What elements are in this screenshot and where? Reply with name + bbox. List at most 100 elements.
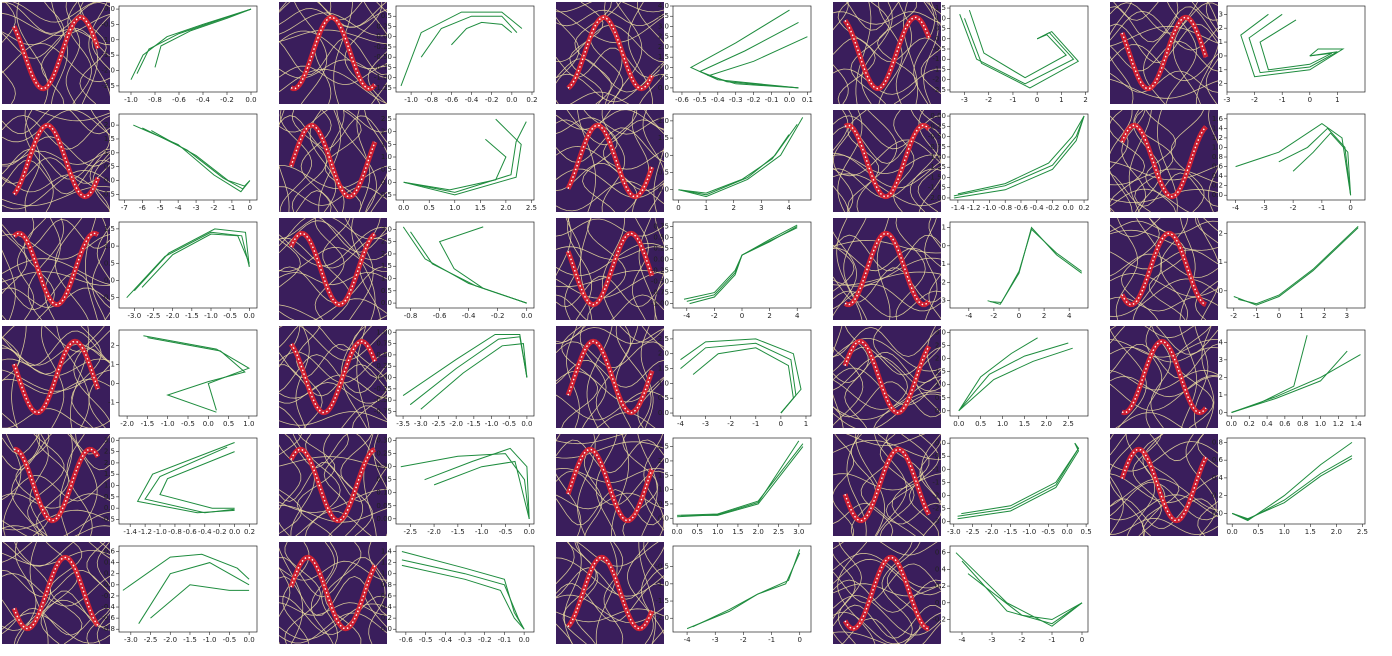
axes-frame — [395, 5, 535, 93]
y-tick-label: 0.00 — [653, 255, 669, 263]
streamline — [2, 12, 110, 36]
x-tick-label: -1.0 — [153, 528, 167, 536]
streamline — [67, 2, 92, 104]
y-tick-label: -1.25 — [374, 84, 392, 92]
demo-curve — [565, 230, 655, 308]
y-tick-label: -1.5 — [932, 478, 946, 486]
y-tick-label: 0.00 — [930, 112, 946, 120]
y-tick-label: 0.6 — [1212, 163, 1224, 171]
streamline — [924, 218, 938, 320]
y-tick-label: 2.0 — [381, 128, 392, 136]
stream-image — [1110, 2, 1218, 104]
streamline — [917, 110, 941, 212]
streamline — [40, 326, 65, 428]
streamline — [833, 434, 855, 536]
y-tick-label: -2.00 — [928, 194, 946, 202]
streamline — [556, 145, 664, 170]
streamline — [1110, 70, 1218, 93]
x-tick-label: 0.5 — [692, 528, 703, 536]
streamline — [2, 434, 110, 471]
streamline — [318, 110, 342, 212]
y-tick-label: 1.5 — [104, 135, 115, 143]
x-tick-label: 0 — [1277, 312, 1281, 320]
x-tick-label: -0.3 — [458, 636, 472, 644]
x-tick-label: -2 — [740, 636, 747, 644]
x-tick-label: -0.6 — [675, 96, 689, 104]
y-tick-label: 2.0 — [104, 121, 115, 129]
streamline — [88, 364, 110, 428]
x-tick-label: 0.5 — [975, 420, 986, 428]
stream-bg — [2, 110, 110, 212]
streamline — [363, 434, 377, 536]
y-tick-label: 1.0 — [1212, 143, 1223, 151]
streamline — [1110, 369, 1218, 391]
axes-frame — [1226, 5, 1366, 93]
axes-frame — [672, 221, 812, 309]
y-tick-label: 0.15 — [376, 476, 392, 484]
y-tick-label: 1.5 — [381, 262, 392, 270]
streamline — [833, 558, 941, 596]
x-tick-label: -1 — [768, 636, 775, 644]
x-tick-label: -0.8 — [148, 96, 162, 104]
axes-frame — [395, 437, 535, 525]
x-tick-label: 0.0 — [244, 312, 255, 320]
trajectory — [1238, 225, 1359, 305]
x-tick-label: -3 — [193, 204, 200, 212]
x-tick-label: 1.5 — [475, 204, 486, 212]
y-tick-label: 1.0 — [104, 482, 115, 490]
streamline — [595, 434, 618, 536]
streamline — [1145, 110, 1177, 212]
x-tick-label: -1.0 — [475, 528, 489, 536]
x-tick-label: -0.5 — [223, 636, 237, 644]
x-tick-label: 2 — [1083, 96, 1087, 104]
streamline — [279, 326, 301, 368]
y-tick-label: 0.0 — [104, 504, 115, 512]
x-tick-label: 1.0 — [243, 420, 254, 428]
x-tick-label: 0.0 — [1062, 528, 1073, 536]
streamline — [279, 110, 312, 212]
streamline — [895, 2, 913, 104]
trajectory — [420, 15, 518, 58]
y-tick-label: -2.5 — [932, 86, 946, 94]
y-tick-label: 1 — [942, 223, 946, 231]
streamline — [627, 2, 653, 104]
trajectory — [424, 447, 530, 519]
y-tick-label: -0.25 — [374, 43, 392, 51]
trajectory — [144, 446, 235, 514]
y-tick-label: -1.5 — [101, 51, 115, 59]
x-tick-label: -1.0 — [204, 312, 218, 320]
trajectory — [138, 562, 250, 624]
axes-frame — [395, 113, 535, 201]
trajectory — [1231, 335, 1308, 413]
y-tick-label: -2.0 — [932, 76, 946, 84]
x-tick-label: -4 — [965, 312, 973, 320]
stream-image — [1110, 218, 1218, 320]
x-tick-label: -2 — [727, 420, 734, 428]
trajectory — [143, 335, 251, 411]
x-tick-label: 0.0 — [524, 528, 535, 536]
streamline — [352, 326, 387, 428]
streamline — [833, 356, 941, 392]
streamline — [1110, 498, 1218, 529]
y-tick-label: 1.0 — [658, 486, 669, 494]
x-tick-label: -3 — [989, 636, 996, 644]
x-tick-label: -2.0 — [166, 312, 180, 320]
x-tick-label: 2.5 — [1357, 528, 1368, 536]
trajectory — [1259, 19, 1333, 71]
y-tick-label: 3.0 — [935, 329, 946, 337]
axes-frame — [395, 545, 535, 633]
stream-image — [833, 218, 941, 320]
x-tick-label: -2 — [990, 312, 997, 320]
x-tick-label: 1.0 — [449, 204, 460, 212]
streamline — [36, 434, 70, 536]
streamline — [279, 218, 387, 253]
streamline — [1110, 441, 1218, 472]
demo-dots — [290, 124, 376, 198]
trajectory — [953, 115, 1085, 197]
x-tick-label: -0.2 — [213, 528, 227, 536]
axes-frame — [395, 329, 535, 417]
y-tick-label: 1.00 — [376, 328, 392, 336]
trajectory — [126, 231, 250, 299]
x-tick-label: -1.0 — [983, 204, 997, 212]
y-tick-label: -1.00 — [651, 300, 669, 308]
